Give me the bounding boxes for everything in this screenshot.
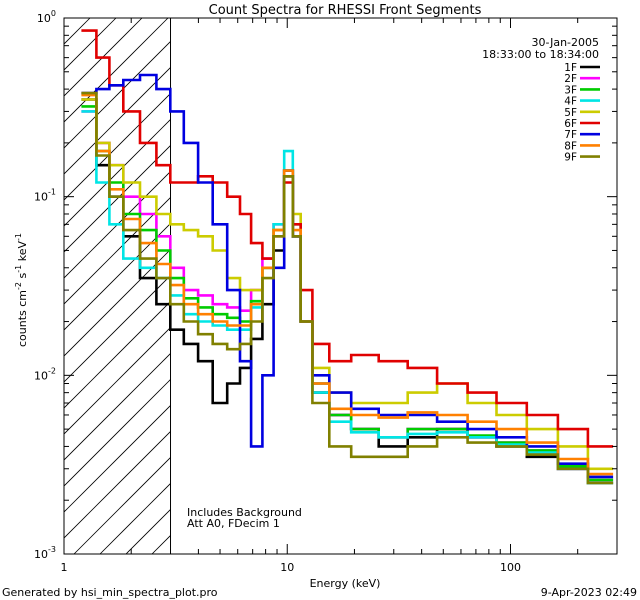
note-attenuator: Att A0, FDecim 1 xyxy=(187,517,280,530)
legend-label-9F: 9F xyxy=(564,152,577,164)
plot-frame xyxy=(63,17,618,555)
hatch-line xyxy=(64,378,171,487)
hatch-line xyxy=(64,222,171,331)
hatch-line xyxy=(64,40,171,149)
hatch-line xyxy=(73,456,171,554)
series-lines xyxy=(81,29,614,485)
time-range-label: 18:33:00 to 18:34:00 xyxy=(482,48,599,61)
hatch-line xyxy=(64,248,171,357)
legend-label-3F: 3F xyxy=(564,84,577,96)
legend-label-5F: 5F xyxy=(564,107,577,119)
x-axis-label: Energy (keV) xyxy=(310,577,381,590)
y-tick-label: 10-3 xyxy=(34,545,56,561)
y-tick-label: 10-1 xyxy=(34,188,56,204)
legend-label-1F: 1F xyxy=(564,62,577,74)
axes: 1 10 100 10-3 10-2 10-1 100 xyxy=(34,9,618,574)
x-tick-label: 100 xyxy=(500,561,521,574)
hatch-line xyxy=(64,274,171,383)
hatch-line xyxy=(64,404,171,513)
legend-label-6F: 6F xyxy=(564,118,577,130)
legend-label-7F: 7F xyxy=(564,129,577,141)
hatch-line xyxy=(64,92,171,201)
x-tick-label: 10 xyxy=(280,561,294,574)
y-tick-label: 100 xyxy=(37,9,56,25)
y-axis-label: counts cm-2 s-1 keV-1 xyxy=(14,233,29,347)
y-tick-label: 10-2 xyxy=(34,366,56,382)
legend-label-8F: 8F xyxy=(564,140,577,152)
hatch-line xyxy=(64,66,171,175)
legend-label-4F: 4F xyxy=(564,96,577,108)
x-tick-label: 1 xyxy=(61,561,68,574)
hatch-line xyxy=(64,430,171,539)
note-includes-background: Includes Background xyxy=(187,506,302,519)
hatch-line xyxy=(64,196,171,305)
legend-label-2F: 2F xyxy=(564,73,577,85)
footer-timestamp: 9-Apr-2023 02:49 xyxy=(541,586,637,599)
hatch-line xyxy=(64,18,169,123)
footer-generated-by: Generated by hsi_min_spectra_plot.pro xyxy=(2,586,218,599)
date-label: 30-Jan-2005 xyxy=(532,36,600,49)
chart-title: Count Spectra for RHESSI Front Segments xyxy=(209,3,482,18)
hatched-region xyxy=(64,18,171,554)
series-line-9F xyxy=(81,91,614,485)
